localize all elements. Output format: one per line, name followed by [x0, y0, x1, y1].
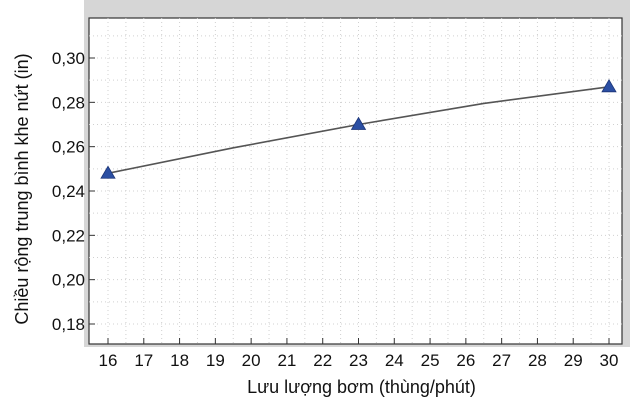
x-tick-label: 23 [349, 351, 368, 370]
data-point-marker [100, 165, 116, 179]
plot-area [88, 17, 623, 345]
x-tick-label: 24 [385, 351, 404, 370]
y-tick-label: 0,18 [52, 315, 85, 334]
x-tick-label: 27 [492, 351, 511, 370]
data-point-marker [601, 79, 617, 93]
data-point-marker [350, 116, 367, 130]
bottom-margin [0, 347, 630, 409]
y-tick-label: 0,20 [52, 271, 85, 290]
x-tick-label: 21 [277, 351, 296, 370]
x-tick-label: 16 [99, 351, 118, 370]
x-tick-label: 28 [528, 351, 547, 370]
series-group [100, 79, 617, 179]
y-tick-label: 0,28 [52, 93, 85, 112]
x-tick-label: 29 [564, 351, 583, 370]
grid [89, 18, 622, 344]
x-tick-label: 20 [242, 351, 261, 370]
x-tick-label: 26 [456, 351, 475, 370]
x-axis-title: Lưu lượng bơm (thùng/phút) [247, 377, 476, 397]
x-tick-label: 17 [134, 351, 153, 370]
x-tick-label: 22 [313, 351, 332, 370]
x-tick-label: 25 [421, 351, 440, 370]
y-tick-label: 0,26 [52, 138, 85, 157]
tick-labels: 16 17 18 19 20 21 22 23 24 25 26 27 28 29 30 0,18 0,20 0,… [52, 49, 619, 370]
y-axis-title: Chiều rộng trung bình khe nứt (in) [12, 53, 32, 324]
y-tick-label: 0,24 [52, 182, 85, 201]
x-tick-label: 18 [170, 351, 189, 370]
x-tick-label: 19 [206, 351, 225, 370]
axis-ticks [89, 57, 610, 344]
y-tick-label: 0,22 [52, 226, 85, 245]
left-margin [0, 0, 84, 409]
x-tick-label: 30 [600, 351, 619, 370]
y-tick-label: 0,30 [52, 49, 85, 68]
